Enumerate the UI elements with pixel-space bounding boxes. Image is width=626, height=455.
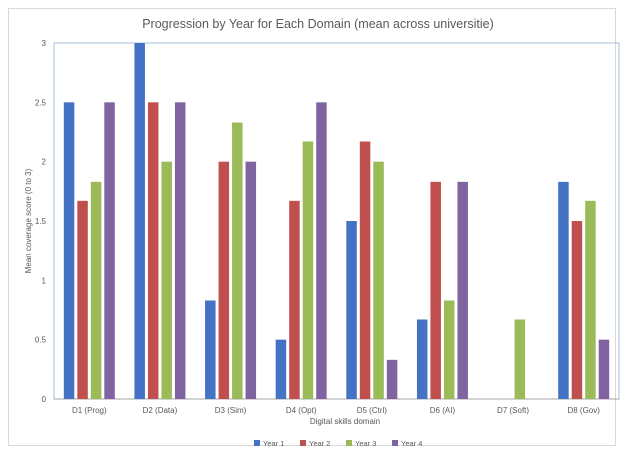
- legend-swatch: [392, 440, 398, 446]
- x-axis-label: Digital skills domain: [310, 417, 380, 426]
- y-tick-label: 1: [42, 276, 47, 285]
- legend-label: Year 4: [401, 439, 422, 448]
- bar-year-2: [147, 102, 159, 399]
- x-tick-label: D4 (Opt): [286, 406, 317, 415]
- x-tick-label: D6 (AI): [430, 406, 456, 415]
- bar-year-4: [104, 102, 115, 399]
- bar-year-1: [205, 300, 216, 399]
- y-tick-label: 2.5: [35, 98, 47, 107]
- bar-year-1: [416, 319, 428, 399]
- bar-year-3: [585, 200, 596, 399]
- bar-year-2: [359, 141, 371, 400]
- bar-year-4: [457, 181, 468, 399]
- bar-year-4: [598, 339, 610, 399]
- y-tick-label: 1.5: [35, 217, 47, 226]
- x-tick-label: D8 (Gov): [567, 406, 600, 415]
- x-tick-label: D2 (Data): [143, 406, 178, 415]
- x-tick-label: D7 (Soft): [497, 406, 529, 415]
- bar-year-4: [316, 102, 327, 399]
- bar-year-1: [63, 102, 75, 399]
- y-tick-label: 2: [42, 158, 47, 167]
- bar-year-1: [346, 221, 357, 399]
- bar-year-2: [289, 200, 300, 399]
- x-tick-label: D1 (Prog): [72, 406, 107, 415]
- legend-swatch: [346, 440, 352, 446]
- legend-swatch: [300, 440, 306, 446]
- legend: Year 1 Year 2 Year 3 Year 4: [254, 439, 422, 448]
- x-tick-label: D3 (Sim): [215, 406, 247, 415]
- legend-label: Year 3: [355, 439, 376, 448]
- bar-year-3: [302, 141, 314, 400]
- bar-year-4: [245, 161, 257, 399]
- legend-label: Year 1: [263, 439, 284, 448]
- bars: [63, 43, 610, 400]
- bar-year-2: [218, 161, 230, 399]
- bar-year-3: [90, 181, 102, 399]
- bar-year-1: [134, 43, 145, 399]
- bar-year-2: [571, 221, 583, 399]
- y-tick-label: 0.5: [35, 336, 47, 345]
- y-axis-ticks: 0 0.5 1 1.5 2 2.5 3: [35, 39, 47, 404]
- bar-year-4: [174, 102, 186, 399]
- legend-label: Year 2: [309, 439, 330, 448]
- chart-title: Progression by Year for Each Domain (mea…: [142, 17, 494, 31]
- legend-swatch: [254, 440, 260, 446]
- bar-year-1: [275, 339, 287, 399]
- x-axis-ticks: D1 (Prog) D2 (Data) D3 (Sim) D4 (Opt) D5 (Ct…: [72, 406, 600, 415]
- y-tick-label: 0: [42, 395, 47, 404]
- bar-year-3: [232, 122, 243, 399]
- bar-year-3: [373, 161, 384, 399]
- bar-year-2: [77, 200, 88, 399]
- y-tick-label: 3: [42, 39, 47, 48]
- bar-year-4: [386, 359, 398, 399]
- bar-year-3: [161, 161, 172, 399]
- bar-year-3: [514, 319, 526, 399]
- bar-year-2: [430, 181, 441, 399]
- y-axis-label: Mean coverage score (0 to 3): [24, 168, 33, 273]
- bar-year-3: [443, 300, 455, 399]
- x-tick-label: D5 (Ctrl): [357, 406, 388, 415]
- bar-year-1: [558, 181, 569, 399]
